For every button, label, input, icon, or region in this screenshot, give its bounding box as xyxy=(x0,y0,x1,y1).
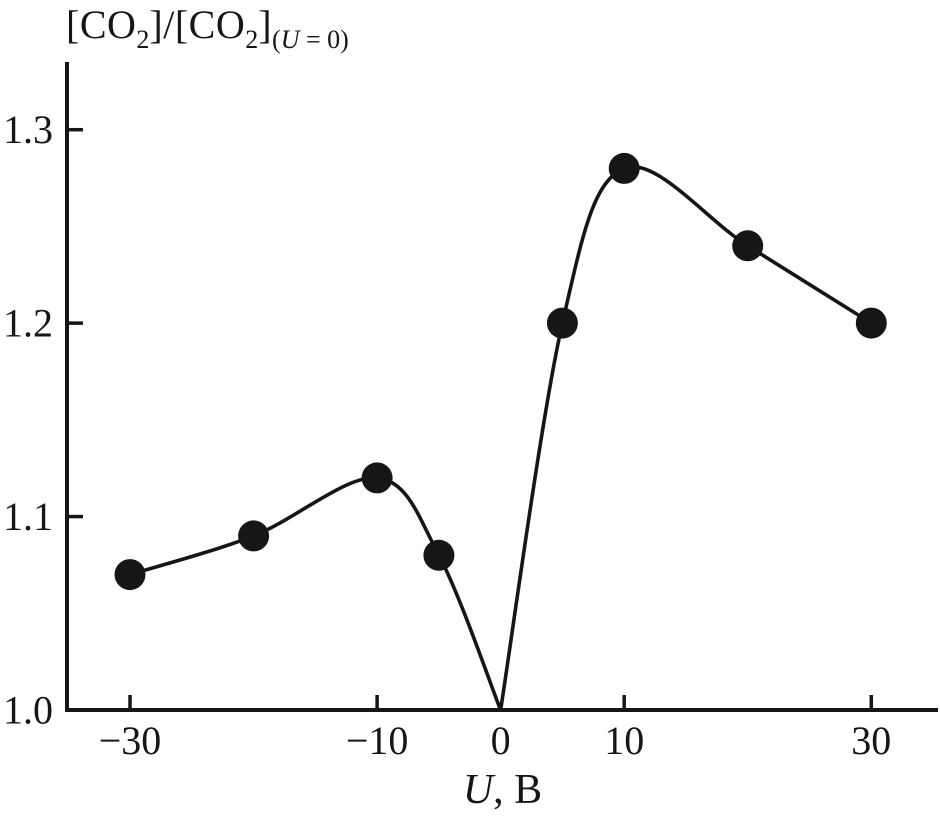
label-segment: U xyxy=(462,767,494,813)
label-segment: [CO xyxy=(66,2,137,47)
data-point-marker xyxy=(423,539,455,571)
data-point-marker xyxy=(114,559,146,591)
x-axis-title: U, В xyxy=(67,766,938,814)
x-tick-label: −10 xyxy=(346,718,409,763)
y-axis-title: [CO2]/[CO2](U = 0) xyxy=(66,0,349,65)
y-tick-label: 1.2 xyxy=(3,301,53,346)
label-segment: , В xyxy=(493,767,543,813)
label-segment: 2 xyxy=(136,25,150,54)
data-point-marker xyxy=(855,307,887,339)
data-point-marker xyxy=(546,307,578,339)
response-curve-left xyxy=(128,476,503,712)
x-tick-label: 30 xyxy=(851,718,891,763)
data-point-marker xyxy=(608,152,640,184)
y-tick-label: 1.0 xyxy=(3,688,53,733)
response-curve-right xyxy=(498,164,874,712)
label-segment: U xyxy=(280,25,300,54)
label-segment: 2 xyxy=(245,25,259,54)
data-point-marker xyxy=(361,462,393,494)
y-tick-label: 1.3 xyxy=(3,107,53,152)
x-tick-label: 10 xyxy=(604,718,644,763)
label-segment: ] xyxy=(258,2,273,47)
data-point-marker xyxy=(238,520,270,552)
label-segment: ]/[CO xyxy=(149,2,246,47)
data-point-marker xyxy=(732,230,764,262)
label-segment: = 0) xyxy=(299,25,349,54)
label-segment: ( xyxy=(272,25,281,54)
x-tick-label: −30 xyxy=(99,718,162,763)
x-tick-label: 0 xyxy=(491,718,511,763)
y-tick-label: 1.1 xyxy=(3,494,53,539)
